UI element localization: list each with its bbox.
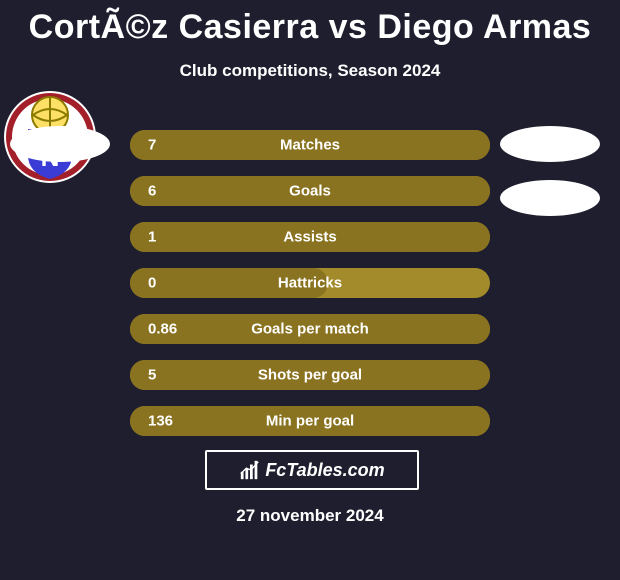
stats-list: 7 Matches 6 Goals 1 Assists 0 Hattricks …	[130, 130, 490, 452]
stat-value: 5	[148, 367, 156, 384]
stat-label: Min per goal	[266, 413, 354, 430]
subtitle: Club competitions, Season 2024	[0, 61, 620, 81]
stat-label: Assists	[283, 229, 336, 246]
stat-row-hattricks: 0 Hattricks	[130, 268, 490, 298]
stat-label: Shots per goal	[258, 367, 362, 384]
stat-label: Goals per match	[251, 321, 369, 338]
stat-row-goals-per-match: 0.86 Goals per match	[130, 314, 490, 344]
date-text: 27 november 2024	[0, 506, 620, 526]
stat-row-matches: 7 Matches	[130, 130, 490, 160]
stat-value: 0	[148, 275, 156, 292]
player-left-avatar	[10, 126, 110, 162]
brand-box: FcTables.com	[205, 450, 419, 490]
stat-row-assists: 1 Assists	[130, 222, 490, 252]
stat-label: Goals	[289, 183, 331, 200]
stat-value: 1	[148, 229, 156, 246]
club-right-badge	[500, 180, 600, 216]
stat-value: 7	[148, 137, 156, 154]
stat-row-shots-per-goal: 5 Shots per goal	[130, 360, 490, 390]
page-title: CortÃ©z Casierra vs Diego Armas	[0, 8, 620, 47]
player-right-avatar	[500, 126, 600, 162]
stat-row-min-per-goal: 136 Min per goal	[130, 406, 490, 436]
stat-value: 6	[148, 183, 156, 200]
stat-value: 0.86	[148, 321, 177, 338]
stat-label: Hattricks	[278, 275, 342, 292]
stat-value: 136	[148, 413, 173, 430]
chart-icon	[239, 459, 261, 481]
stat-label: Matches	[280, 137, 340, 154]
stat-row-goals: 6 Goals	[130, 176, 490, 206]
brand-text: FcTables.com	[265, 460, 384, 481]
